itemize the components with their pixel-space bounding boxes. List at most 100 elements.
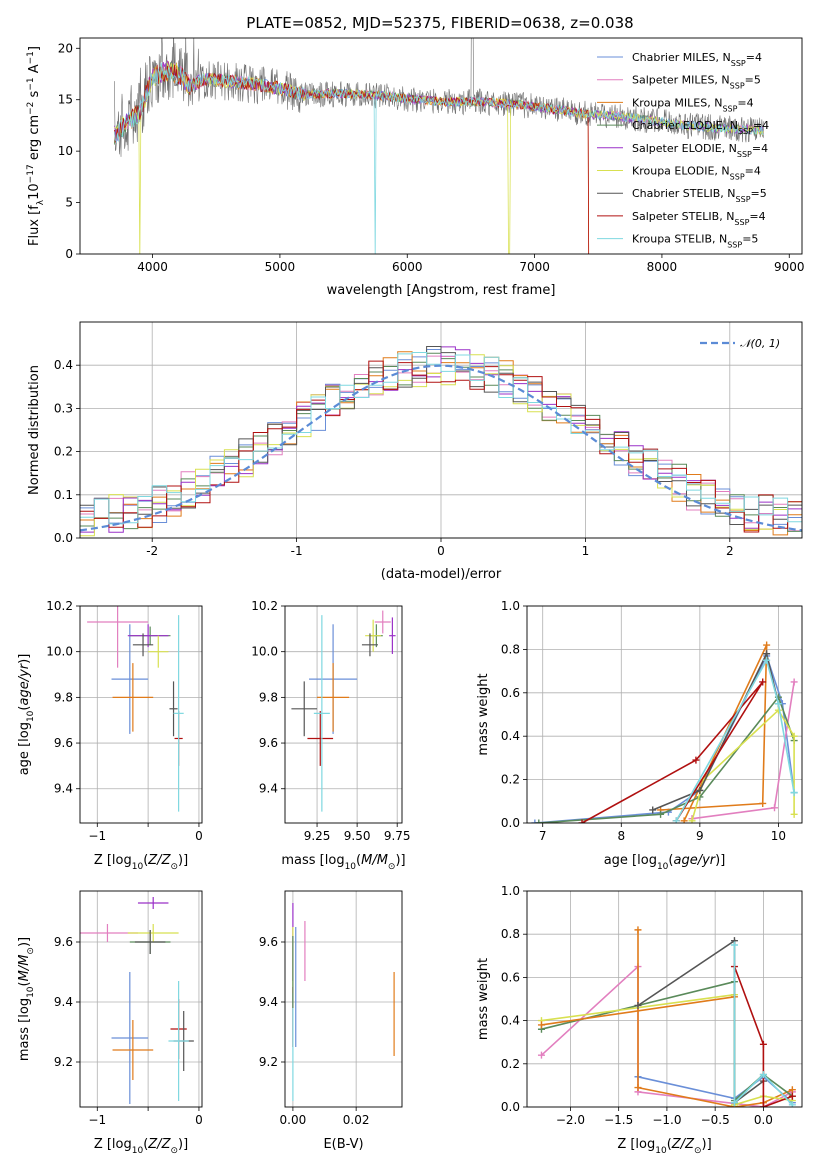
legend-label: Kroupa ELODIE, NSSP=4 [632,165,761,182]
x-tick-label: 10 [771,829,786,843]
x-tick-label: -2 [146,544,158,558]
y-axis-label: Flux [fλ10−17 erg cm−2 s−1 A−1] [26,46,46,246]
y-tick-label: 0.6 [501,970,520,984]
weight-line [637,939,764,1105]
x-tick-label: -1 [291,544,303,558]
x-axis-label: age [log10(age/yr)] [604,853,726,872]
age-vs-metallicity-chart: −1 0 9.4 9.6 9.8 10.0 10.2 Z [log10(Z/Z⊙)] age [… [17,599,203,872]
y-tick-label: 9.8 [259,690,278,704]
spectrum-chart: 4000 5000 6000 7000 8000 9000 0 5 10 15 20 Chabrier… [26,37,805,298]
y-tick-label: 9.6 [54,736,73,750]
plot-layer [531,641,798,823]
x-tick-label: 0 [437,544,445,558]
x-axis-label: E(B-V) [323,1137,363,1152]
weight-line [675,658,795,822]
plot-layer [291,610,396,812]
weight-marker [692,756,700,764]
x-axis-label: Z [log10(Z/Z⊙)] [94,853,188,872]
histogram-step [80,354,802,537]
legend-label: Salpeter ELODIE, NSSP=4 [632,142,768,159]
x-axis-label: (data-model)/error [381,567,502,582]
y-tick-label: 9.2 [54,1055,73,1069]
y-tick-label: 9.6 [54,935,73,949]
y-tick-label: 0.2 [501,1057,520,1071]
x-tick-label: 1 [582,544,590,558]
weight-marker [730,941,738,949]
weight-marker [788,1092,796,1100]
weight-marker [730,1099,738,1107]
weight-marker [634,1001,642,1009]
x-tick-label: 9000 [774,260,805,274]
y-tick-label: 0.1 [54,488,73,502]
x-tick-label: 7000 [519,260,550,274]
weight-marker [578,819,586,823]
axes-frame [284,890,403,1108]
weight-marker [680,817,688,823]
weight-marker [537,1021,545,1029]
y-tick-label: 1.0 [501,599,520,613]
residuals-chart: -2 -1 0 1 2 0.0 0.1 0.2 0.3 0.4 𝒩(0, 1) (data-model… [27,321,803,582]
y-tick-label: 9.6 [259,935,278,949]
y-tick-label: 0.0 [501,816,520,830]
histogram-step [80,352,802,525]
y-tick-label: 0.0 [501,1100,520,1114]
figure-title: PLATE=0852, MJD=52375, FIBERID=0638, z=0… [246,14,633,32]
weight-marker [535,819,543,823]
x-axis-label: wavelength [Angstrom, rest frame] [327,283,556,298]
x-axis-label: Z [log10(Z/Z⊙)] [94,1137,188,1156]
y-tick-label: 0.3 [54,401,73,415]
y-tick-label: 9.2 [259,1055,278,1069]
y-tick-label: 10.2 [46,599,73,613]
y-tick-label: 9.4 [259,995,278,1009]
y-tick-label: 0.6 [501,686,520,700]
x-tick-label: −0.5 [701,1113,730,1127]
y-tick-label: 0.8 [501,642,520,656]
y-tick-label: 9.6 [259,736,278,750]
x-tick-label: 0.00 [280,1113,307,1127]
mass-vs-metallicity-chart: −1 0 9.2 9.4 9.6 Z [log10(Z/Z⊙)] mass [log10(M… [17,890,203,1156]
y-tick-label: 10.2 [251,599,278,613]
y-tick-label: 0.4 [54,358,73,372]
plot-layer [537,926,796,1107]
weight-marker [657,810,665,818]
y-tick-label: 0.2 [54,445,73,459]
weight-marker [763,641,771,649]
y-tick-label: 0.0 [54,531,73,545]
x-tick-label: 5000 [265,260,296,274]
axes-frame [526,890,803,1108]
x-tick-label: −1 [88,1113,106,1127]
weight-marker [634,926,642,934]
y-tick-label: 9.4 [54,995,73,1009]
spectrum-line [114,62,764,254]
weight-vs-age-chart: 7 8 9 10 0.0 0.2 0.4 0.6 0.8 1.0 age [log10(age/yr… [476,599,803,872]
x-tick-label: 0.0 [754,1113,773,1127]
age-vs-mass-chart: 9.25 9.50 9.75 9.4 9.6 9.8 10.0 10.2 mass [log10… [251,599,410,872]
y-axis-label: age [log10(age/yr)] [17,654,36,776]
weight-marker [790,789,798,797]
x-tick-label: −1.5 [604,1113,633,1127]
x-tick-label: 8 [617,829,625,843]
weight-line [541,996,735,1026]
x-tick-label: −1.0 [652,1113,681,1127]
axes-frame [79,37,803,255]
weight-marker [790,678,798,686]
mass-vs-reddening-chart: 0.00 0.02 9.2 9.4 9.6 E(B-V) [259,890,403,1152]
x-tick-label: 9.75 [384,829,411,843]
legend-label: Kroupa MILES, NSSP=4 [632,96,754,113]
x-tick-label: 7 [539,829,547,843]
spectrum-legend: Chabrier MILES, NSSP=4 Salpeter MILES, NS… [597,51,769,249]
axes-frame [284,605,403,824]
axes-frame [79,605,203,824]
weight-marker [649,806,657,814]
y-tick-label: 0.4 [501,1014,520,1028]
x-tick-label: −1 [88,829,106,843]
weight-marker [790,732,798,740]
weight-line [652,651,780,811]
plot-layer [80,897,194,1104]
weight-marker [788,1086,796,1094]
x-tick-label: 0.02 [343,1113,370,1127]
legend-label: Salpeter STELIB, NSSP=4 [632,210,766,227]
x-tick-label: 8000 [647,260,678,274]
y-tick-label: 15 [58,93,73,107]
